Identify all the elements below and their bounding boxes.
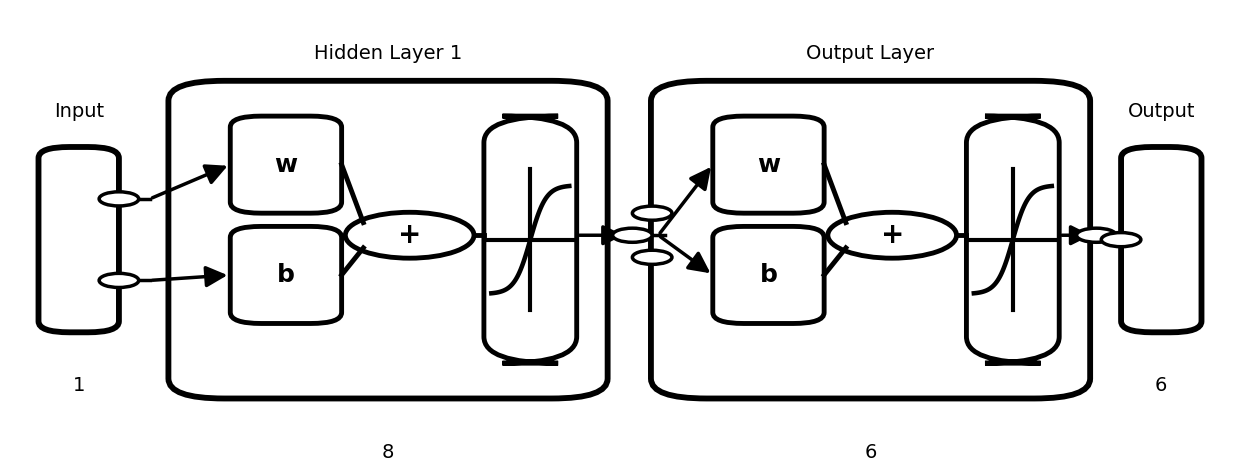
Circle shape	[1076, 228, 1116, 242]
Text: 6: 6	[864, 443, 877, 462]
Text: Input: Input	[53, 101, 104, 120]
Text: Output Layer: Output Layer	[806, 44, 935, 63]
Text: b: b	[277, 263, 295, 287]
Text: 1: 1	[72, 376, 84, 395]
FancyBboxPatch shape	[38, 147, 119, 332]
FancyBboxPatch shape	[713, 226, 825, 324]
Circle shape	[1101, 232, 1141, 247]
FancyBboxPatch shape	[713, 116, 825, 213]
FancyBboxPatch shape	[484, 116, 577, 363]
Circle shape	[345, 213, 474, 258]
Text: Hidden Layer 1: Hidden Layer 1	[314, 44, 463, 63]
Text: w: w	[274, 153, 298, 177]
Text: Output: Output	[1127, 101, 1195, 120]
FancyBboxPatch shape	[231, 226, 342, 324]
Circle shape	[99, 192, 139, 206]
Circle shape	[828, 213, 956, 258]
FancyBboxPatch shape	[651, 81, 1090, 399]
FancyBboxPatch shape	[231, 116, 342, 213]
Text: 8: 8	[382, 443, 394, 462]
Circle shape	[632, 206, 672, 220]
FancyBboxPatch shape	[966, 116, 1059, 363]
Text: +: +	[398, 221, 422, 249]
Circle shape	[632, 250, 672, 264]
FancyBboxPatch shape	[1121, 147, 1202, 332]
Text: b: b	[760, 263, 777, 287]
Circle shape	[613, 228, 652, 242]
Circle shape	[99, 273, 139, 288]
FancyBboxPatch shape	[169, 81, 608, 399]
Text: w: w	[756, 153, 780, 177]
Text: 6: 6	[1156, 376, 1168, 395]
Text: +: +	[880, 221, 904, 249]
